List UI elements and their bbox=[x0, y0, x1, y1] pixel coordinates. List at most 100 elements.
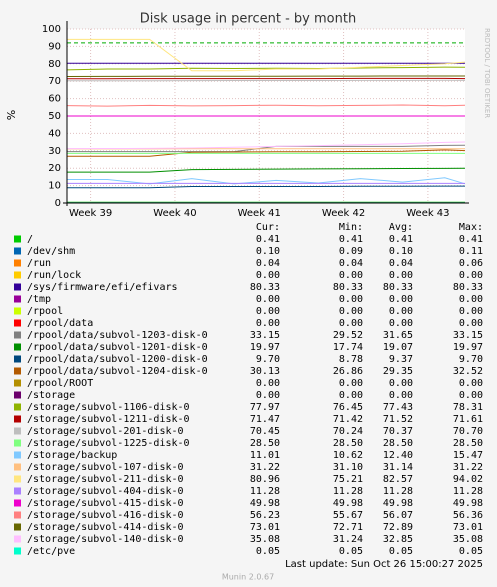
legend-stat: 10.62 bbox=[333, 450, 363, 461]
legend-column-header: Min: bbox=[339, 222, 363, 233]
legend-stat: 11.28 bbox=[383, 486, 413, 497]
legend-label: /run bbox=[27, 258, 51, 269]
legend-swatch bbox=[14, 535, 21, 543]
legend-column-header: Max: bbox=[459, 222, 483, 233]
side-text: RRDTOOL / TOBI OETIKER bbox=[483, 28, 491, 118]
y-tick-label: 30 bbox=[48, 146, 61, 157]
legend-stat: 0.05 bbox=[339, 546, 363, 557]
series-line bbox=[66, 79, 466, 82]
legend-stat: 73.01 bbox=[250, 522, 280, 533]
legend-stat: 0.04 bbox=[389, 258, 413, 269]
legend-stat: 49.98 bbox=[383, 498, 413, 509]
legend-swatch bbox=[14, 379, 21, 387]
legend-stat: 0.00 bbox=[459, 378, 483, 389]
legend-swatch bbox=[14, 259, 21, 267]
legend-label: /rpool/data bbox=[27, 318, 93, 329]
legend-stat: 70.45 bbox=[250, 426, 280, 437]
legend-swatch bbox=[14, 343, 21, 351]
legend-stat: 77.97 bbox=[250, 402, 280, 413]
legend-stat: 80.33 bbox=[383, 282, 413, 293]
legend-stat: 56.07 bbox=[383, 510, 413, 521]
legend-stat: 70.70 bbox=[453, 426, 483, 437]
y-tick-label: 20 bbox=[48, 163, 61, 174]
chart-title: Disk usage in percent - by month bbox=[140, 12, 356, 27]
legend-swatch bbox=[14, 475, 21, 483]
legend-column-header: Cur: bbox=[256, 222, 280, 233]
legend-stat: 0.00 bbox=[389, 306, 413, 317]
legend-stat: 0.41 bbox=[459, 234, 483, 245]
legend-stat: 78.31 bbox=[453, 402, 483, 413]
legend-label: /rpool/data/subvol-1203-disk-0 bbox=[27, 330, 208, 341]
legend-stat: 0.00 bbox=[459, 270, 483, 281]
legend-swatch bbox=[14, 295, 21, 303]
legend-stat: 9.37 bbox=[389, 354, 413, 365]
legend-label: /storage/subvol-140-disk-0 bbox=[27, 534, 184, 545]
legend-stat: 0.09 bbox=[339, 246, 363, 257]
legend-swatch bbox=[14, 391, 21, 399]
legend-label: /tmp bbox=[27, 294, 51, 305]
legend-stat: 11.01 bbox=[250, 450, 280, 461]
legend-stat: 28.50 bbox=[383, 438, 413, 449]
footer: Munin 2.0.67 bbox=[222, 573, 274, 582]
legend-stat: 0.41 bbox=[256, 234, 280, 245]
legend-stat: 75.21 bbox=[333, 474, 363, 485]
legend-stat: 55.67 bbox=[333, 510, 363, 521]
legend-stat: 0.00 bbox=[339, 390, 363, 401]
legend-swatch bbox=[14, 355, 21, 363]
legend-stat: 0.00 bbox=[389, 390, 413, 401]
legend-swatch bbox=[14, 247, 21, 255]
legend-stat: 35.08 bbox=[453, 534, 483, 545]
legend-label: / bbox=[27, 234, 33, 245]
legend-stat: 0.05 bbox=[256, 546, 280, 557]
legend-stat: 70.24 bbox=[333, 426, 363, 437]
legend-stat: 31.10 bbox=[333, 462, 363, 473]
legend-label: /storage/subvol-1225-disk-0 bbox=[27, 438, 190, 449]
legend-stat: 0.05 bbox=[389, 546, 413, 557]
legend-swatch bbox=[14, 331, 21, 339]
legend-stat: 17.74 bbox=[333, 342, 363, 353]
legend-stat: 0.00 bbox=[256, 318, 280, 329]
legend-stat: 11.28 bbox=[453, 486, 483, 497]
x-tick-label: Week 39 bbox=[69, 208, 112, 219]
legend-stat: 0.00 bbox=[459, 294, 483, 305]
legend-stat: 94.02 bbox=[453, 474, 483, 485]
legend-stat: 0.11 bbox=[459, 246, 483, 257]
legend-label: /dev/shm bbox=[27, 246, 75, 257]
legend-stat: 71.52 bbox=[383, 414, 413, 425]
legend-stat: 56.23 bbox=[250, 510, 280, 521]
legend-label: /rpool/ROOT bbox=[27, 378, 93, 389]
legend-stat: 80.33 bbox=[250, 282, 280, 293]
legend-swatch bbox=[14, 235, 21, 243]
legend-swatch bbox=[14, 451, 21, 459]
legend-stat: 0.00 bbox=[339, 270, 363, 281]
y-tick-label: 80 bbox=[48, 59, 61, 70]
legend-stat: 72.71 bbox=[333, 522, 363, 533]
legend-stat: 49.98 bbox=[453, 498, 483, 509]
legend-swatch bbox=[14, 319, 21, 327]
legend-stat: 49.98 bbox=[250, 498, 280, 509]
legend-stat: 49.98 bbox=[333, 498, 363, 509]
legend-stat: 31.22 bbox=[453, 462, 483, 473]
y-tick-label: 40 bbox=[48, 128, 61, 139]
legend-label: /storage/subvol-416-disk-0 bbox=[27, 510, 184, 521]
legend-stat: 12.40 bbox=[383, 450, 413, 461]
legend-stat: 30.13 bbox=[250, 366, 280, 377]
legend-stat: 0.00 bbox=[256, 378, 280, 389]
legend-stat: 0.00 bbox=[256, 294, 280, 305]
legend-stat: 0.10 bbox=[256, 246, 280, 257]
legend-stat: 11.28 bbox=[333, 486, 363, 497]
legend-swatch bbox=[14, 427, 21, 435]
legend-stat: 32.85 bbox=[383, 534, 413, 545]
legend-stat: 15.47 bbox=[453, 450, 483, 461]
legend-stat: 0.00 bbox=[339, 306, 363, 317]
legend-stat: 8.78 bbox=[339, 354, 363, 365]
legend-stat: 29.52 bbox=[333, 330, 363, 341]
legend-stat: 70.37 bbox=[383, 426, 413, 437]
series-line bbox=[67, 177, 466, 185]
legend-stat: 71.47 bbox=[250, 414, 280, 425]
y-axis-label: % bbox=[5, 110, 18, 120]
legend-label: /storage/subvol-201-disk-0 bbox=[27, 426, 184, 437]
legend-stat: 0.06 bbox=[459, 258, 483, 269]
y-tick-label: 100 bbox=[42, 24, 61, 35]
